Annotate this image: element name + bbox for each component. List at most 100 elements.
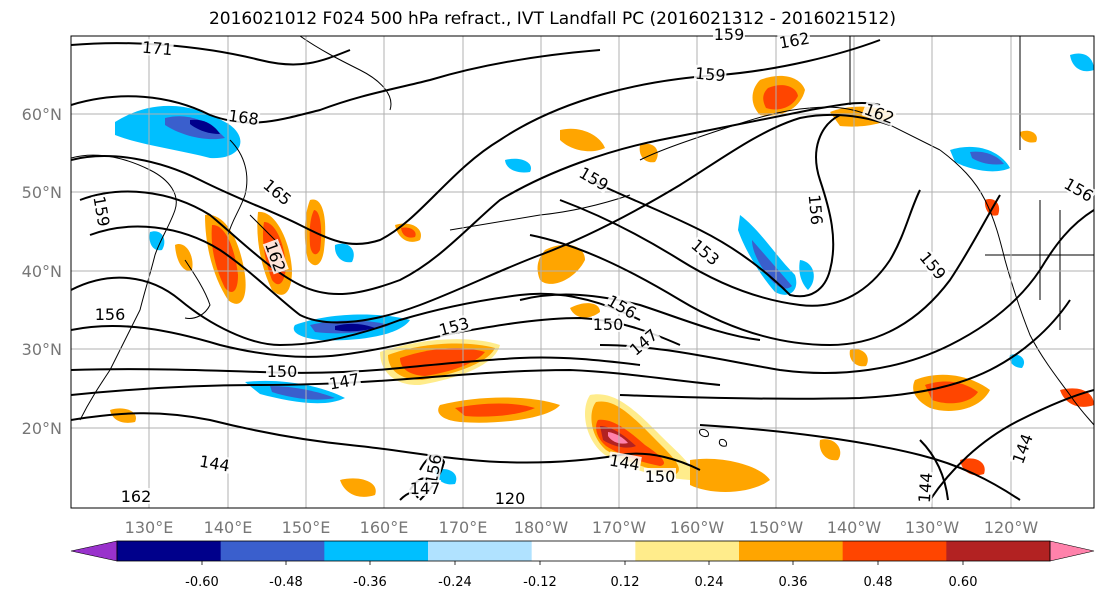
shade-negative-1b — [165, 116, 225, 140]
contour-label-bg — [422, 452, 444, 487]
shade-positive-1c — [400, 348, 485, 376]
colorbar-tick-label: 0.60 — [949, 575, 978, 590]
map-frame — [70, 35, 1095, 509]
colorbar-tick-label: 0.48 — [864, 575, 893, 590]
contour-label: 156 — [95, 305, 126, 324]
coast-siberia-north — [299, 36, 392, 111]
map-title: 2016021012 F024 500 hPa refract., IVT La… — [208, 9, 896, 29]
shade-positive-24 — [570, 303, 600, 318]
contour-162b — [589, 114, 841, 298]
shade-negative-2c — [335, 323, 375, 332]
contour-label-bg — [644, 468, 676, 484]
contour-label-bg — [861, 100, 898, 127]
colorbar-segment — [428, 541, 533, 561]
shade-negative-4b — [752, 240, 792, 289]
lon-label: 170°W — [592, 518, 647, 537]
contour-label: 144 — [1009, 431, 1037, 466]
contour-label: 171 — [141, 38, 173, 60]
shade-negative-6 — [1070, 53, 1094, 72]
contour-147b — [699, 424, 1021, 501]
contour-label: 144 — [915, 472, 937, 504]
contour-label-bg — [915, 471, 935, 505]
contour-label: 162 — [121, 487, 152, 506]
shade-negative-13 — [799, 260, 814, 290]
contour-label-bg — [604, 291, 640, 322]
shade-positive-12 — [690, 458, 770, 492]
lon-label: 130°E — [125, 518, 174, 537]
colorbar-tick-label: 0.36 — [779, 575, 808, 590]
contour-label-bg — [262, 238, 289, 275]
contour-label: 150 — [267, 362, 298, 381]
contour-label: 144 — [198, 452, 231, 476]
contour-153 — [71, 316, 681, 358]
colorbar-extend-low — [70, 540, 118, 562]
colorbar-extend-high — [1049, 540, 1095, 562]
contour-171 — [71, 42, 351, 66]
contour-label-bg — [1061, 174, 1097, 205]
contour-label-bg — [592, 316, 624, 332]
contour-label-bg — [197, 452, 232, 474]
contour-label-bg — [494, 490, 526, 506]
contour-label-bg — [607, 451, 642, 473]
contour-label-bg — [260, 175, 295, 209]
shade-negative-1c — [190, 119, 220, 134]
shade-negative-5b — [970, 151, 1004, 165]
contour-150b — [619, 299, 1071, 400]
shade-negative-1 — [115, 105, 241, 159]
contour-label-bg — [806, 193, 826, 227]
coast-aleutians — [449, 194, 631, 231]
refractivity-shading — [110, 53, 1094, 497]
contour-156 — [71, 276, 641, 347]
colorbar-segment — [842, 541, 947, 561]
colorbar: -0.60 -0.48 -0.36 -0.24 -0.12 0.12 0.24 0.36 0.4… — [70, 540, 1095, 590]
contour-label: 147 — [410, 479, 441, 498]
contour-label-bg — [94, 306, 126, 322]
contour-label-bg — [688, 235, 723, 269]
contour-label: 120 — [495, 489, 526, 508]
colorbar-frame — [116, 540, 1051, 562]
contour-label-bg — [1009, 430, 1036, 467]
contour-label-bg — [916, 248, 950, 283]
lat-label: 20°N — [22, 419, 62, 438]
contour-label: 147 — [328, 370, 361, 394]
coast-alaska — [639, 106, 941, 161]
lon-label: 140°E — [204, 518, 253, 537]
shade-positive-10b — [401, 227, 416, 238]
lon-label: 140°W — [827, 518, 882, 537]
lon-label: 180°W — [514, 518, 569, 537]
contour-label-bg — [713, 26, 745, 42]
contour-label: 159 — [694, 64, 726, 86]
contour-156c — [599, 209, 1094, 374]
contour-label-bg — [120, 488, 152, 504]
contour-label-bg — [626, 325, 661, 359]
contour-150c — [919, 439, 949, 501]
contour-label: 159 — [916, 248, 950, 284]
shade-positive-21 — [849, 349, 868, 367]
contour-147 — [71, 368, 721, 396]
colorbar-segment — [117, 541, 222, 561]
colorbar-tick-label: -0.48 — [269, 575, 303, 590]
contour-159b — [559, 189, 921, 307]
shade-positive-23 — [1020, 130, 1037, 143]
shade-positive-7b — [763, 85, 798, 110]
contour-label: 159 — [576, 163, 612, 195]
contour-label: 150 — [645, 467, 676, 486]
colorbar-tick-label: -0.60 — [185, 575, 219, 590]
shade-negative-8 — [334, 243, 354, 263]
lat-label: 50°N — [22, 183, 62, 202]
shade-positive-2e — [608, 432, 628, 444]
contour-153b — [519, 293, 761, 341]
shade-positive-3b — [455, 403, 535, 417]
lat-label: 30°N — [22, 340, 62, 359]
lon-label: 150°E — [282, 518, 331, 537]
shade-positive-16 — [340, 478, 376, 497]
shade-negative-11 — [1009, 354, 1025, 368]
contour-label-bg — [777, 29, 812, 51]
contour-label: 165 — [259, 175, 295, 209]
coast-japan — [184, 259, 211, 319]
contour-156b — [529, 194, 1001, 347]
lat-label: 60°N — [22, 105, 62, 124]
shade-negative-7 — [505, 158, 531, 173]
lat-label: 40°N — [22, 262, 62, 281]
